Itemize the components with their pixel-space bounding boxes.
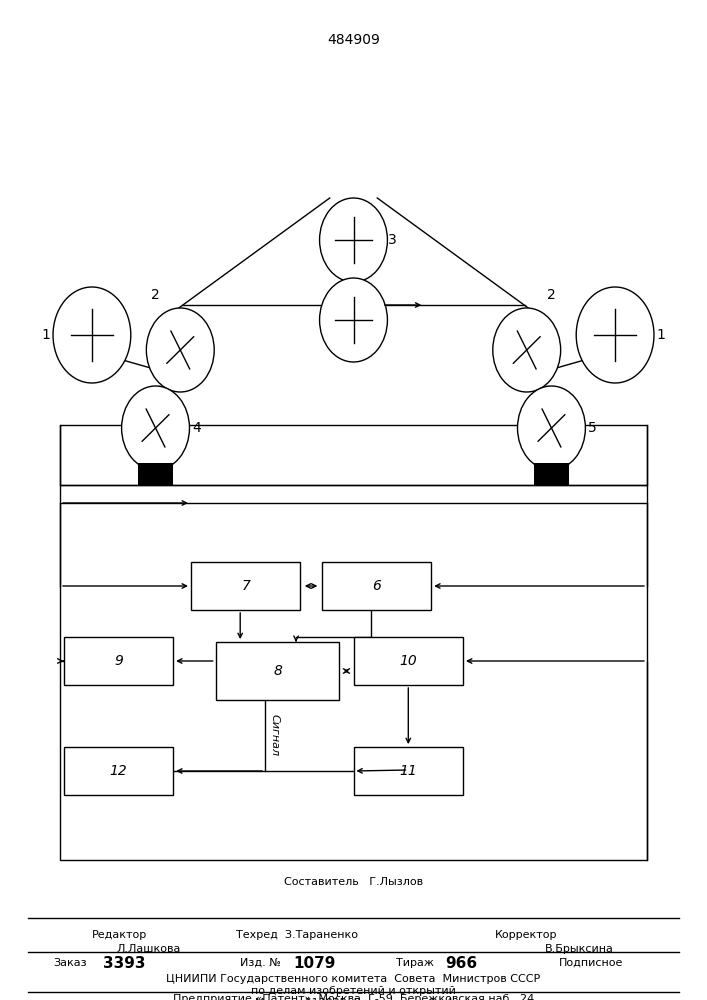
Ellipse shape (576, 287, 654, 383)
Text: Редактор: Редактор (92, 930, 147, 940)
Text: 2: 2 (151, 288, 160, 302)
Text: 484909: 484909 (327, 33, 380, 47)
Ellipse shape (320, 198, 387, 282)
Text: 1: 1 (657, 328, 665, 342)
Text: Москва, 113035, Раушская наб., 4: Москва, 113035, Раушская наб., 4 (255, 998, 452, 1000)
Ellipse shape (493, 308, 561, 392)
Text: 9: 9 (114, 654, 123, 668)
Bar (191, 562, 300, 610)
Text: 12: 12 (110, 764, 127, 778)
Ellipse shape (53, 287, 131, 383)
Text: 4: 4 (192, 421, 201, 435)
Text: ЦНИИПИ Государственного комитета  Совета  Министров СССР: ЦНИИПИ Государственного комитета Совета … (166, 974, 541, 984)
Text: Подписное: Подписное (559, 958, 623, 968)
Ellipse shape (122, 386, 189, 470)
Bar (60, 485, 647, 860)
Text: Л.Лашкова: Л.Лашкова (116, 944, 181, 954)
Ellipse shape (146, 308, 214, 392)
Text: 10: 10 (399, 654, 417, 668)
Ellipse shape (320, 278, 387, 362)
Text: Предприятие «Патент», Москва, Г-59, Бережковская наб., 24: Предприятие «Патент», Москва, Г-59, Бере… (173, 994, 534, 1000)
Bar (534, 463, 569, 485)
Text: 7: 7 (241, 579, 250, 593)
Bar (354, 747, 463, 795)
Bar (354, 637, 463, 685)
Bar (64, 747, 173, 795)
Text: Заказ: Заказ (53, 958, 87, 968)
Bar (216, 642, 339, 700)
Text: 5: 5 (588, 421, 597, 435)
Text: 2: 2 (547, 288, 556, 302)
Text: по делам изобретений и открытий: по делам изобретений и открытий (251, 986, 456, 996)
Text: 6: 6 (372, 579, 381, 593)
Text: Изд. №: Изд. № (240, 958, 281, 968)
Text: Техред  З.Тараненко: Техред З.Тараненко (236, 930, 358, 940)
Bar (138, 463, 173, 485)
Text: В.Брыксина: В.Брыксина (545, 944, 614, 954)
Text: Составитель   Г.Лызлов: Составитель Г.Лызлов (284, 877, 423, 887)
Text: 3393: 3393 (103, 956, 145, 970)
Text: Корректор: Корректор (495, 930, 557, 940)
Text: Тираж: Тираж (396, 958, 434, 968)
Text: 966: 966 (445, 956, 477, 970)
Bar (60, 425, 647, 485)
Bar (64, 637, 173, 685)
Text: 3: 3 (388, 233, 397, 247)
Bar (322, 562, 431, 610)
Text: 11: 11 (399, 764, 417, 778)
Text: Сигнал: Сигнал (269, 714, 279, 757)
Text: 1: 1 (42, 328, 50, 342)
Ellipse shape (518, 386, 585, 470)
Text: 1079: 1079 (293, 956, 336, 970)
Text: 8: 8 (273, 664, 282, 678)
